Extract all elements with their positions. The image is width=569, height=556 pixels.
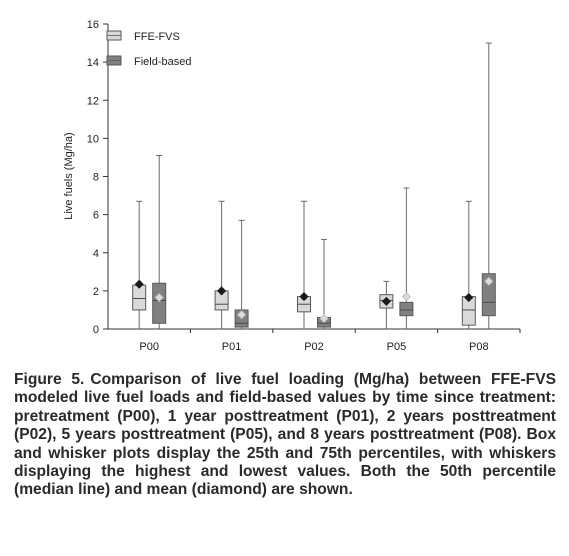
box-field-based-p02 <box>317 238 331 329</box>
mean-diamond <box>401 292 411 302</box>
box-field-based-p08 <box>481 42 496 329</box>
box-rect <box>152 282 167 324</box>
mean-diamond <box>464 292 474 303</box>
y-tick-label: 0 <box>93 324 99 336</box>
box-rect <box>399 301 414 317</box>
caption-text: Comparison of live fuel loading (Mg/ha) … <box>14 371 556 499</box>
box-rect <box>481 273 496 317</box>
y-axis-title: Live fuels (Mg/ha) <box>63 132 75 219</box>
x-tick-label: P05 <box>387 341 407 353</box>
mean-diamond <box>134 279 144 289</box>
box-ffe-fvs-p05 <box>379 280 394 329</box>
boxplot-chart: Live fuels (Mg/ha) 0 2 4 6 8 10 12 14 16 P00 P01 P0… <box>63 19 521 353</box>
legend: FFE-FVS Field-based <box>106 30 191 68</box>
y-tick-label: 4 <box>93 248 99 260</box>
y-tick-label: 8 <box>93 172 99 184</box>
caption-label: Figure 5. <box>14 371 85 388</box>
x-tick-label: P08 <box>469 341 489 353</box>
box-ffe-fvs-p00 <box>132 200 147 329</box>
y-tick-label: 2 <box>93 286 99 298</box>
x-tick-label: P01 <box>222 341 242 353</box>
box-field-based-p01 <box>234 219 249 329</box>
box-ffe-fvs-p08 <box>461 200 476 329</box>
x-tick-label: P00 <box>139 341 159 353</box>
box-series <box>132 42 496 329</box>
box-field-based-p05 <box>399 187 414 329</box>
x-tick-label: P02 <box>304 341 324 353</box>
box-rect <box>132 284 147 311</box>
y-tick-label: 10 <box>87 133 99 145</box>
mean-diamond <box>381 296 391 306</box>
mean-diamond <box>319 313 329 324</box>
y-tick-label: 14 <box>87 57 99 69</box>
box-ffe-fvs-p01 <box>214 200 229 329</box>
y-tick-label: 6 <box>93 210 99 222</box>
y-tick-label: 16 <box>87 19 99 31</box>
mean-diamond <box>484 276 494 286</box>
y-tick-label: 12 <box>87 95 99 107</box>
axes: 0 2 4 6 8 10 12 14 16 P00 P01 P02 P05 P08 <box>87 19 521 353</box>
legend-label: FFE-FVS <box>134 31 180 43</box>
mean-diamond <box>299 292 309 302</box>
box-field-based-p00 <box>152 155 167 329</box>
box-ffe-fvs-p02 <box>297 200 311 329</box>
figure-caption: Figure 5. Comparison of live fuel loading… <box>14 371 556 500</box>
mean-diamond <box>154 292 164 303</box>
mean-diamond <box>217 286 227 296</box>
legend-label: Field-based <box>134 56 191 68</box>
mean-diamond <box>237 310 247 320</box>
